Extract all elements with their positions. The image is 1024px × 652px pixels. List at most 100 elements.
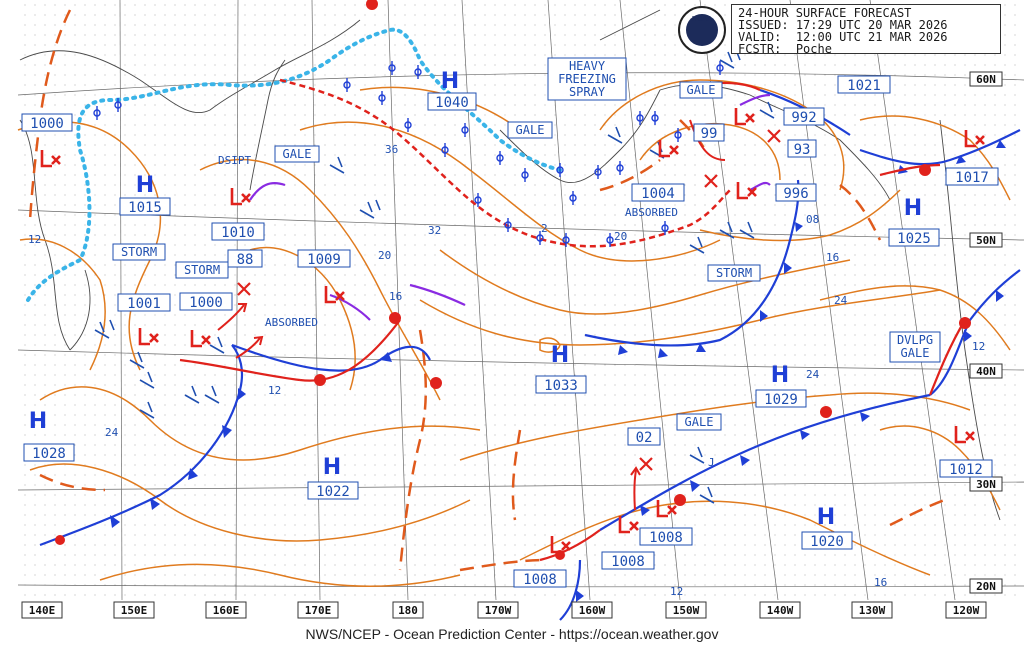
lon-label-160e: 160E (213, 604, 240, 617)
high-1025: H 1025 (888, 196, 940, 247)
lat-label-60n: 60N (976, 73, 996, 86)
lat-tick-0: 60N (969, 71, 1003, 87)
low-992: 992 (734, 107, 825, 126)
footer-credit: NWS/NCEP - Ocean Prediction Center - htt… (305, 626, 719, 642)
low-pressure: 996 (783, 186, 808, 202)
high-symbol: H (771, 363, 789, 388)
low-02: 02 (627, 427, 661, 446)
low-symbol (658, 140, 679, 158)
low-93: 93 (787, 139, 817, 158)
low-1010: 1010 (211, 188, 265, 241)
isobar-label: 24 (105, 426, 119, 439)
high-pressure: 1025 (897, 231, 931, 247)
low-pressure: 02 (636, 430, 653, 446)
forecaster-value: Poche (795, 42, 832, 56)
ice-edge (26, 27, 562, 302)
isobar-label: 16 (826, 251, 839, 264)
absorbed-annotation-1: ABSORBED (265, 316, 318, 329)
cold-front-teeth (110, 140, 1006, 602)
lon-label-120w: 120W (953, 604, 980, 617)
hfs-line-2: FREEZING (558, 72, 616, 86)
isobar-label: 12 (28, 233, 41, 246)
storm-warning-1: STORM (112, 243, 166, 261)
low-1012: 1012 (939, 426, 993, 478)
lat-tick-3: 30N (969, 476, 1003, 492)
isobar-label: 24 (806, 368, 820, 381)
lat-label-20n: 20N (976, 580, 996, 593)
warm-front-bumps (55, 0, 971, 560)
high-symbol: H (323, 455, 341, 480)
isobar-label: 16 (389, 290, 402, 303)
high-pressure: 1022 (316, 484, 350, 500)
lon-tick-6: 160W (571, 601, 613, 619)
noaa-logo: NOAA (678, 6, 726, 54)
issued-value: 17:29 UTC 20 MAR 2026 (795, 18, 948, 32)
high-centers: H 1040 H 1015 H 1033 H 1029 H 1025 H 102… (23, 69, 940, 550)
low-1000-mid: 1000 (179, 292, 233, 348)
low-1017: 1017 (945, 130, 999, 186)
low-pressure: 1000 (189, 295, 223, 311)
lon-label-150w: 150W (673, 604, 700, 617)
absorbed-annotation-2: ABSORBED (625, 206, 678, 219)
high-1033: H 1033 (535, 343, 587, 394)
lon-tick-8: 140W (759, 601, 801, 619)
low-996: 996 (736, 182, 817, 202)
lon-label-160w: 160W (579, 604, 606, 617)
low-pressure: 1008 (649, 530, 683, 546)
isobar-label: 12 (268, 384, 281, 397)
low-pressure: 1001 (127, 296, 161, 312)
valid-line: VALID: 12:00 UTC 21 MAR 2026 (738, 31, 994, 43)
isobar-label: 20 (378, 249, 391, 262)
low-pressure: 99 (701, 126, 718, 142)
isobar-label: J (708, 456, 715, 469)
lon-tick-0: 140E (21, 601, 63, 619)
hfs-line-1: HEAVY (569, 59, 606, 73)
high-1029: H 1029 (755, 363, 807, 408)
low-symbol (40, 150, 61, 168)
gale-label: GALE (687, 83, 716, 97)
low-symbol (964, 130, 985, 148)
isobar-label: 20 (614, 230, 627, 243)
low-symbol (230, 188, 251, 206)
low-pressure: 1021 (847, 78, 881, 94)
lon-label-140w: 140W (767, 604, 794, 617)
low-pressure: 1000 (30, 116, 64, 132)
lon-tick-9: 130W (851, 601, 893, 619)
lon-tick-2: 160E (205, 601, 247, 619)
lon-tick-1: 150E (113, 601, 155, 619)
low-1000-nw: 1000 (21, 113, 73, 168)
high-pressure: 1033 (544, 378, 578, 394)
gale-warning-1: GALE (274, 145, 320, 163)
gale-label: GALE (685, 415, 714, 429)
low-pressure: 992 (791, 110, 816, 126)
isobar-label: 12 (670, 585, 683, 598)
low-centers: 1000 1010 88 1000 1001 1009 (21, 75, 999, 588)
low-1021: 1021 (837, 75, 891, 94)
isobar-value-labels: 12 24 36 32 2 20 20 16 08 16 24 12 12 16… (28, 143, 985, 598)
high-1015: H 1015 (119, 173, 171, 216)
lat-label-30n: 30N (976, 478, 996, 491)
high-1022: H 1022 (307, 455, 359, 500)
gale-label: GALE (516, 123, 545, 137)
high-pressure: 1015 (128, 200, 162, 216)
lon-label-140e: 140E (29, 604, 56, 617)
low-symbol (656, 500, 677, 518)
x-markers (237, 129, 781, 471)
low-1009: 1009 (297, 249, 351, 304)
forecast-info-box: 24-HOUR SURFACE FORECAST ISSUED: 17:29 U… (731, 4, 1001, 55)
low-pressure: 93 (794, 142, 811, 158)
low-1008-a: 1008 (639, 500, 693, 546)
low-1001: 1001 (117, 293, 171, 346)
low-pressure: 1008 (523, 572, 557, 588)
valid-value: 12:00 UTC 21 MAR 2026 (795, 30, 948, 44)
forecaster-line: FCSTR: Poche (738, 43, 994, 55)
low-pressure: 1012 (949, 462, 983, 478)
lon-label-170w: 170W (485, 604, 512, 617)
high-pressure: 1020 (810, 534, 844, 550)
low-symbol (190, 330, 211, 348)
high-1020: H 1020 (801, 505, 853, 550)
low-pressure: 1009 (307, 252, 341, 268)
high-symbol: H (441, 69, 459, 94)
lon-tick-7: 150W (665, 601, 707, 619)
